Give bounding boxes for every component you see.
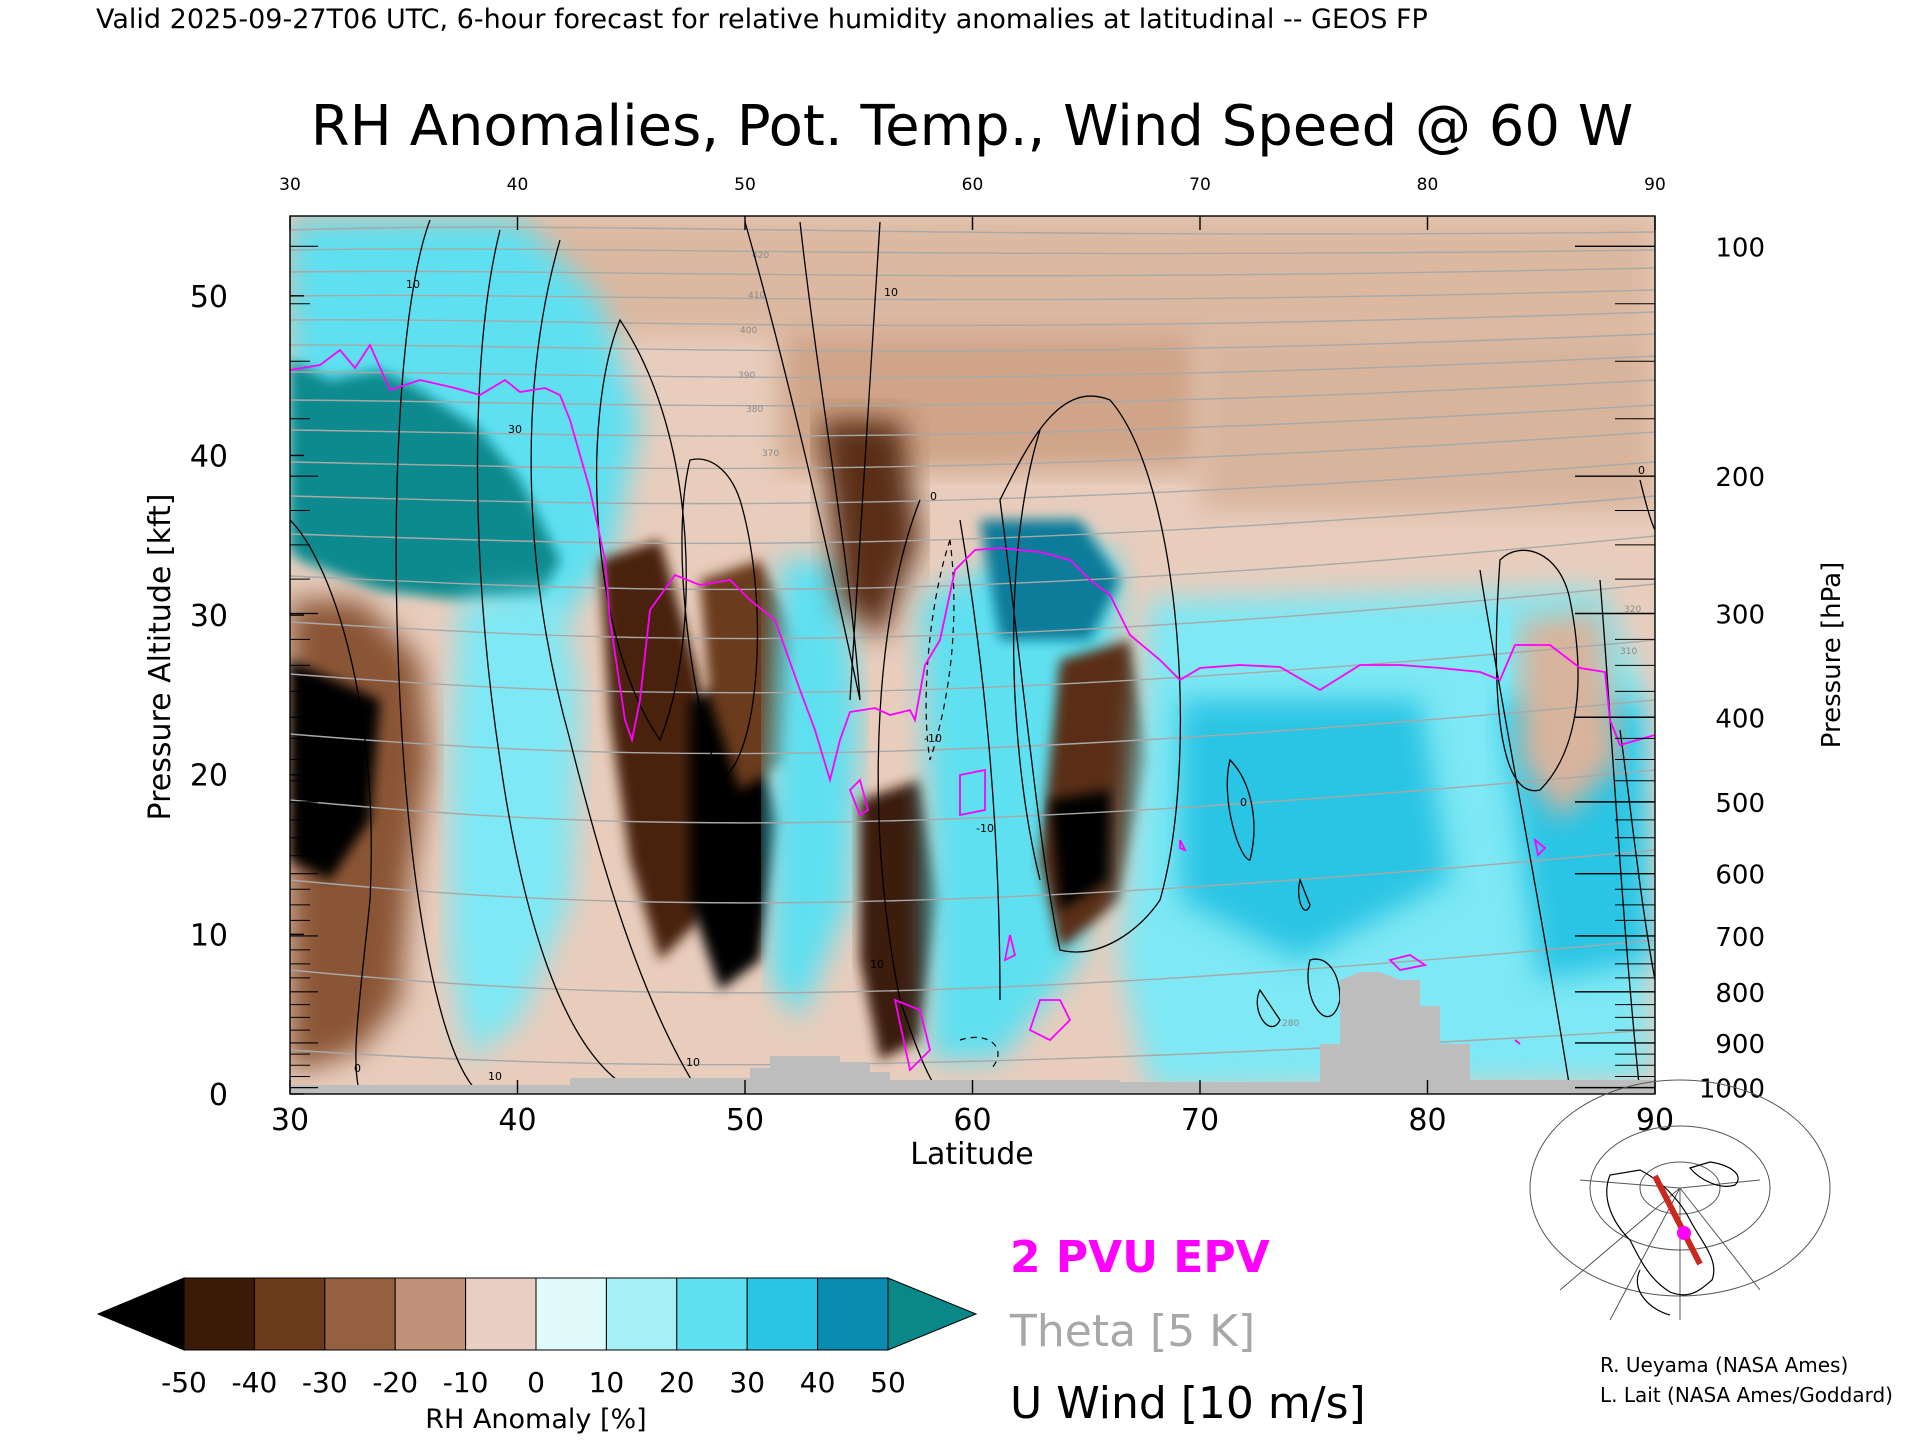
x-tick-label: 80 xyxy=(1408,1103,1446,1138)
pressure-tick-label: 300 xyxy=(1715,600,1765,630)
header-text: Valid 2025-09-27T06 UTC, 6-hour forecast… xyxy=(96,4,1428,35)
svg-text:30: 30 xyxy=(508,423,522,436)
colorbar-segment xyxy=(253,1277,326,1351)
inset-map xyxy=(1529,1079,1831,1321)
y-tick-label: 40 xyxy=(190,439,228,474)
y-tick-label: 30 xyxy=(190,599,228,634)
svg-text:10: 10 xyxy=(686,1056,700,1069)
x-tick-label-top: 30 xyxy=(279,175,301,195)
colorbar-segment xyxy=(394,1277,467,1351)
svg-text:380: 380 xyxy=(746,405,763,415)
wind-contours xyxy=(290,219,1655,1094)
colorbar-segment xyxy=(324,1277,396,1351)
legend-theta: Theta [5 K] xyxy=(1009,1306,1255,1357)
svg-text:10: 10 xyxy=(884,286,898,299)
svg-text:0: 0 xyxy=(1240,796,1247,809)
colorbar-segment xyxy=(465,1277,537,1351)
x-tick-label: 60 xyxy=(953,1103,991,1138)
y-tick-label: 10 xyxy=(190,918,228,953)
legend-epv: 2 PVU EPV xyxy=(1010,1232,1270,1283)
theta-labels: 420 410 400 390 380 370 320 310 280 xyxy=(738,251,1641,1029)
svg-text:400: 400 xyxy=(740,326,757,336)
x-tick-label: 50 xyxy=(726,1103,764,1138)
terrain xyxy=(290,972,1655,1094)
x-tick-label-top: 70 xyxy=(1189,175,1211,195)
y-tick-label: 0 xyxy=(209,1078,228,1113)
colorbar-tick-label: -30 xyxy=(302,1366,348,1399)
svg-text:370: 370 xyxy=(762,449,779,459)
colorbar-segment xyxy=(535,1277,607,1351)
colorbar-tick-label: -20 xyxy=(372,1366,418,1399)
colorbar-tick-label: -10 xyxy=(443,1366,489,1399)
colorbar-tick-label: -50 xyxy=(161,1366,207,1399)
x-tick-label-top: 50 xyxy=(734,175,756,195)
x-tick-label: 40 xyxy=(498,1103,536,1138)
svg-text:280: 280 xyxy=(1282,1019,1299,1029)
svg-text:-10: -10 xyxy=(976,822,994,835)
x-tick-label-top: 60 xyxy=(962,175,984,195)
x-axis-top: 30 40 50 60 70 80 90 xyxy=(279,175,1666,230)
rh-anomaly-field: 420 410 400 390 380 370 320 310 280 xyxy=(290,216,1655,1094)
y-tick-label: 20 xyxy=(190,759,228,794)
svg-text:410: 410 xyxy=(748,291,765,301)
svg-text:-10: -10 xyxy=(924,732,942,745)
colorbar-label: RH Anomaly [%] xyxy=(425,1404,646,1435)
svg-text:320: 320 xyxy=(1624,605,1641,615)
x-tick-label: 90 xyxy=(1636,1103,1674,1138)
svg-text:420: 420 xyxy=(752,251,769,261)
y-axis-left: 0 10 20 30 40 50 xyxy=(190,280,304,1113)
x-tick-label-top: 80 xyxy=(1417,175,1439,195)
x-axis-bottom: 30 40 50 60 70 80 90 xyxy=(271,1080,1674,1138)
colorbar: -50 -40 -30 -20 -10 0 10 20 30 40 50 xyxy=(96,1277,978,1399)
credit-line-1: R. Ueyama (NASA Ames) xyxy=(1600,1353,1848,1377)
colorbar-segment xyxy=(183,1277,255,1351)
colorbar-segment xyxy=(746,1277,819,1351)
colorbar-tick-label: 10 xyxy=(589,1366,625,1399)
colorbar-tick-label: 40 xyxy=(800,1366,836,1399)
colorbar-tick-label: 50 xyxy=(870,1366,906,1399)
colorbar-tick-label: 20 xyxy=(659,1366,695,1399)
colorbar-extend-low xyxy=(96,1277,185,1351)
svg-text:0: 0 xyxy=(1638,464,1645,477)
x-tick-label: 30 xyxy=(271,1103,309,1138)
pressure-tick-label: 700 xyxy=(1715,923,1765,953)
svg-text:10: 10 xyxy=(406,278,420,291)
colorbar-extend-high xyxy=(887,1277,978,1351)
wind-dashed-contours xyxy=(925,539,999,1071)
x-tick-label: 70 xyxy=(1181,1103,1219,1138)
y-axis-label-left: Pressure Altitude [kft] xyxy=(143,494,178,821)
pressure-tick-label: 500 xyxy=(1715,789,1765,819)
legend-wind: U Wind [10 m/s] xyxy=(1010,1378,1366,1429)
colorbar-segment xyxy=(817,1277,889,1351)
colorbar-tick-label: 30 xyxy=(729,1366,765,1399)
epv-contour xyxy=(290,343,1655,1072)
credit-line-2: L. Lait (NASA Ames/Goddard) xyxy=(1600,1383,1893,1407)
y-tick-label: 50 xyxy=(190,280,228,315)
colorbar-tick-label: -40 xyxy=(232,1366,278,1399)
pressure-tick-label: 900 xyxy=(1715,1030,1765,1060)
colorbar-segment xyxy=(605,1277,678,1351)
pressure-tick-label: 100 xyxy=(1715,233,1765,263)
wind-labels: 10 30 10 0 0 10 10 10 -10 -10 0 0 xyxy=(354,278,1645,1083)
y-axis-label-right: Pressure [hPa] xyxy=(1817,562,1847,749)
svg-text:0: 0 xyxy=(354,1062,361,1075)
pressure-tick-label: 400 xyxy=(1715,704,1765,734)
x-axis-label: Latitude xyxy=(910,1137,1033,1172)
pressure-tick-label: 600 xyxy=(1715,861,1765,891)
pressure-tick-label: 200 xyxy=(1715,463,1765,493)
colorbar-segment xyxy=(676,1277,748,1351)
svg-text:0: 0 xyxy=(930,490,937,503)
svg-text:10: 10 xyxy=(488,1070,502,1083)
pressure-tick-label: 1000 xyxy=(1699,1075,1765,1105)
x-tick-label-top: 90 xyxy=(1644,175,1666,195)
x-tick-label-top: 40 xyxy=(507,175,529,195)
pressure-tick-label: 800 xyxy=(1715,979,1765,1009)
svg-text:390: 390 xyxy=(738,371,755,381)
svg-text:310: 310 xyxy=(1620,647,1637,657)
colorbar-tick-label: 0 xyxy=(527,1366,545,1399)
chart-title: RH Anomalies, Pot. Temp., Wind Speed @ 6… xyxy=(311,94,1633,159)
svg-text:10: 10 xyxy=(870,958,884,971)
